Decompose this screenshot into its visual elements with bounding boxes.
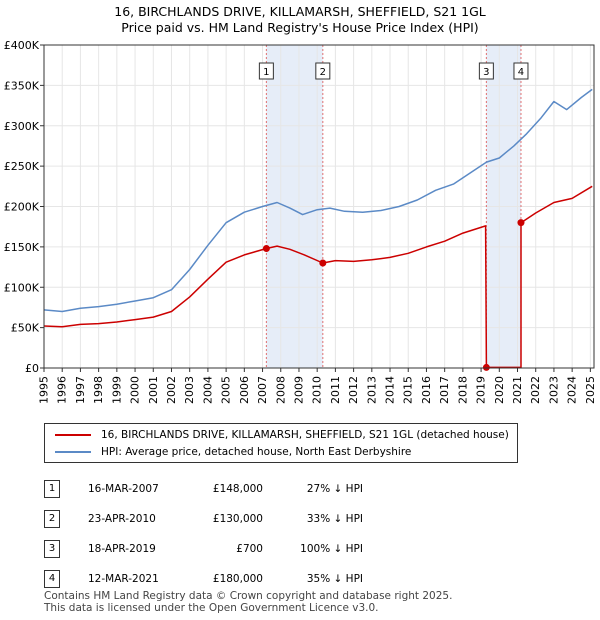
sale-point [482,363,490,371]
y-tick-label: £250K [4,160,40,173]
sale-hpi-diff: 35% ↓ HPI [306,573,363,585]
footer: Contains HM Land Registry data © Crown c… [44,590,452,614]
x-tick-label: 2001 [147,376,160,404]
marker-box [478,62,494,80]
sale-number: 3 [44,540,60,558]
legend-swatch-hpi [55,451,91,453]
x-tick-label: 2002 [165,376,178,404]
legend: 16, BIRCHLANDS DRIVE, KILLAMARSH, SHEFFI… [44,423,518,463]
x-tick-label: 2012 [347,376,360,404]
x-tick-label: 1998 [92,376,105,404]
marker-label: 2 [320,67,326,78]
sale-date: 16-MAR-2007 [88,483,159,495]
table-row: 4 12-MAR-2021 £180,000 35% ↓ HPI [44,564,363,594]
sale-date: 12-MAR-2021 [88,573,159,585]
legend-swatch-property [55,434,91,436]
x-tick-label: 2017 [438,376,451,404]
y-tick-label: £400K [4,39,40,52]
sale-number: 4 [44,570,60,588]
sale-price: £130,000 [212,513,263,525]
chart-title-line1: 16, BIRCHLANDS DRIVE, KILLAMARSH, SHEFFI… [114,4,486,19]
x-tick-label: 2000 [129,376,142,404]
x-tick-label: 2018 [456,376,469,404]
x-tick-label: 2003 [183,376,196,404]
y-tick-label: £0 [25,362,39,375]
x-tick-label: 1997 [74,376,87,404]
marker-box [315,62,331,80]
x-tick-label: 1995 [38,376,51,404]
sale-price: £180,000 [212,573,263,585]
x-tick-label: 2009 [292,376,305,404]
marker-label: 1 [263,67,269,78]
table-row: 3 18-APR-2019 £700 100% ↓ HPI [44,534,363,564]
x-tick-label: 2023 [547,376,560,404]
y-tick-label: £50K [11,322,40,335]
sale-hpi-diff: 33% ↓ HPI [306,513,363,525]
table-row: 1 16-MAR-2007 £148,000 27% ↓ HPI [44,474,363,504]
x-tick-label: 2016 [420,376,433,404]
sales-table: 1 16-MAR-2007 £148,000 27% ↓ HPI 2 23-AP… [44,474,363,594]
legend-item-hpi: HPI: Average price, detached house, Nort… [55,444,411,460]
sale-price: £700 [236,543,263,555]
x-tick-label: 1999 [110,376,123,404]
sale-point [319,259,327,267]
y-tick-label: £300K [4,120,40,133]
y-tick-label: £150K [4,241,40,254]
sale-date: 18-APR-2019 [88,543,156,555]
footer-licence: This data is licensed under the Open Gov… [44,602,379,614]
sale-hpi-diff: 27% ↓ HPI [306,483,363,495]
x-tick-label: 1996 [56,376,69,404]
x-tick-label: 2020 [493,376,506,404]
legend-label-hpi: HPI: Average price, detached house, Nort… [101,446,412,458]
sale-number: 1 [44,480,60,498]
x-tick-label: 2011 [329,376,342,404]
sale-point [517,219,525,227]
x-tick-label: 2006 [238,376,251,404]
footer-copyright: Contains HM Land Registry data © Crown c… [44,590,453,602]
y-tick-label: £200K [4,201,40,214]
plot-frame [43,44,595,369]
sale-point [262,244,270,252]
sale-date: 23-APR-2010 [88,513,156,525]
x-tick-label: 2005 [220,376,233,404]
x-tick-label: 2013 [365,376,378,404]
legend-label-property: 16, BIRCHLANDS DRIVE, KILLAMARSH, SHEFFI… [101,429,509,441]
x-tick-label: 2010 [311,376,324,404]
sale-hpi-diff: 100% ↓ HPI [300,543,363,555]
marker-box [513,62,529,80]
x-tick-label: 2015 [402,376,415,404]
x-tick-label: 2019 [475,376,488,404]
marker-label: 3 [483,67,489,78]
sale-price: £148,000 [212,483,263,495]
sale-number: 2 [44,510,60,528]
table-row: 2 23-APR-2010 £130,000 33% ↓ HPI [44,504,363,534]
x-tick-label: 2008 [274,376,287,404]
x-tick-label: 2014 [384,376,397,404]
x-tick-label: 2025 [584,376,597,404]
marker-box [258,62,274,80]
legend-item-property: 16, BIRCHLANDS DRIVE, KILLAMARSH, SHEFFI… [55,427,509,443]
x-tick-label: 2004 [201,376,214,404]
hpi-line [43,88,593,313]
y-tick-label: £350K [4,79,40,92]
y-tick-label: £100K [4,281,40,294]
marker-label: 4 [518,67,524,78]
chart-title-line2: Price paid vs. HM Land Registry's House … [121,20,479,35]
x-tick-label: 2022 [529,376,542,404]
price-chart: £0 £50K £100K £150K £200K £250K £300K £350K £400… [4,39,597,404]
x-tick-label: 2007 [256,376,269,404]
x-tick-label: 2024 [566,376,579,404]
x-tick-label: 2021 [511,376,524,404]
